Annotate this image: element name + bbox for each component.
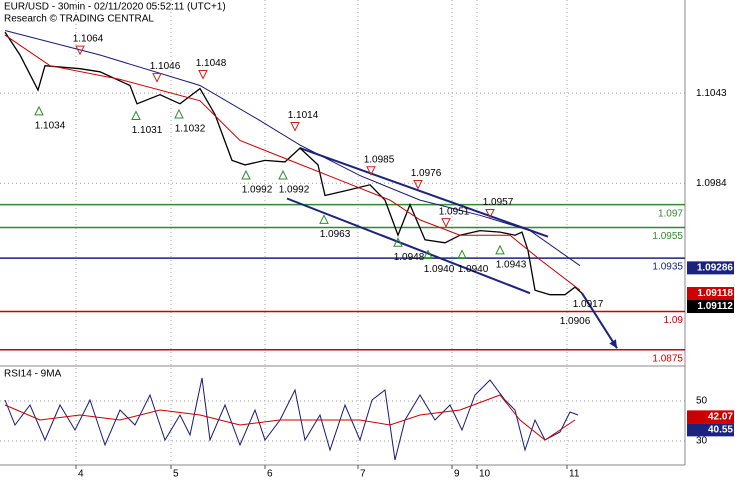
high-marker <box>152 73 162 83</box>
annotation-label: 1.0948 <box>394 252 425 263</box>
price-line <box>4 377 579 461</box>
annotation-label: 1.1032 <box>175 124 206 135</box>
low-marker <box>241 169 251 180</box>
x-tick-label: 6 <box>267 469 273 480</box>
forecast-arrow <box>581 292 618 349</box>
price-line <box>4 30 581 267</box>
annotation-label: 1.1034 <box>35 121 66 132</box>
high-marker <box>75 45 85 56</box>
annotation-label: 1.1046 <box>150 61 181 72</box>
high-marker <box>290 121 300 132</box>
y-tick-label: 30 <box>696 436 708 447</box>
annotation-label: 1.1014 <box>288 110 319 121</box>
level-label: 1.09 <box>664 315 684 326</box>
channel-line <box>286 197 531 295</box>
low-marker <box>278 169 288 180</box>
annotation-label: 1.0976 <box>411 168 442 179</box>
low-marker <box>423 249 433 259</box>
annotation-label: 1.1064 <box>73 34 104 45</box>
channel-line <box>299 147 549 238</box>
level-label: 1.0935 <box>652 262 683 273</box>
high-marker <box>413 179 423 190</box>
y-tick-label: 1.0984 <box>696 178 727 189</box>
annotation-label: 1.0963 <box>320 229 351 240</box>
low-marker <box>495 244 505 255</box>
price-box <box>687 261 734 275</box>
price-box-label: 40.55 <box>708 425 733 436</box>
x-tick-label: 4 <box>78 469 84 480</box>
low-marker <box>319 214 329 224</box>
low-marker <box>174 108 184 119</box>
price-box <box>687 287 734 301</box>
price-box-label: 1.09118 <box>697 288 733 299</box>
annotation-label: 1.0951 <box>439 206 470 217</box>
annotation-label: 1.0992 <box>279 185 310 196</box>
panel-title: RSI14 - 9MA <box>4 369 62 380</box>
level-label: 1.097 <box>658 208 683 219</box>
x-tick-label: 5 <box>173 469 179 480</box>
level-label: 1.0955 <box>652 231 683 242</box>
price-box-label: 1.09286 <box>697 263 734 274</box>
annotation-label: 1.1048 <box>196 58 227 69</box>
high-marker <box>198 70 208 80</box>
chart-title: EUR/USD - 30min - 02/11/2020 05:52:11 (U… <box>4 2 226 13</box>
price-box <box>687 410 734 424</box>
annotation-label: 1.1031 <box>132 125 163 136</box>
annotation-label: 1.0992 <box>242 185 273 196</box>
annotation-label: 1.0940 <box>458 264 489 275</box>
price-box <box>687 423 734 437</box>
low-marker <box>131 110 141 120</box>
low-marker <box>34 105 44 116</box>
high-marker <box>485 208 495 219</box>
price-line <box>4 394 576 441</box>
annotation-label: 1.0906 <box>560 316 591 327</box>
x-tick-label: 9 <box>454 469 460 480</box>
chart-subtitle: Research © TRADING CENTRAL <box>4 14 154 25</box>
level-label: 1.0875 <box>652 353 683 364</box>
price-line <box>4 31 583 296</box>
price-box-label: 1.09112 <box>697 301 733 312</box>
low-marker <box>393 237 403 247</box>
x-tick-label: 7 <box>360 469 366 480</box>
arrow-head <box>609 339 617 349</box>
annotation-label: 1.0943 <box>496 260 527 271</box>
price-box-label: 42.07 <box>708 412 733 423</box>
y-tick-label: 50 <box>696 396 708 407</box>
low-marker <box>457 249 467 259</box>
annotation-label: 1.0957 <box>483 197 514 208</box>
price-line <box>4 34 581 291</box>
price-box <box>687 300 734 314</box>
high-marker <box>441 218 451 228</box>
high-marker <box>366 166 376 176</box>
annotation-label: 1.0917 <box>573 299 604 310</box>
y-tick-label: 1.1043 <box>696 88 727 99</box>
x-tick-label: 10 <box>479 469 491 480</box>
x-tick-label: 11 <box>569 469 580 480</box>
annotation-label: 1.0940 <box>424 264 455 275</box>
annotation-label: 1.0985 <box>364 154 395 165</box>
